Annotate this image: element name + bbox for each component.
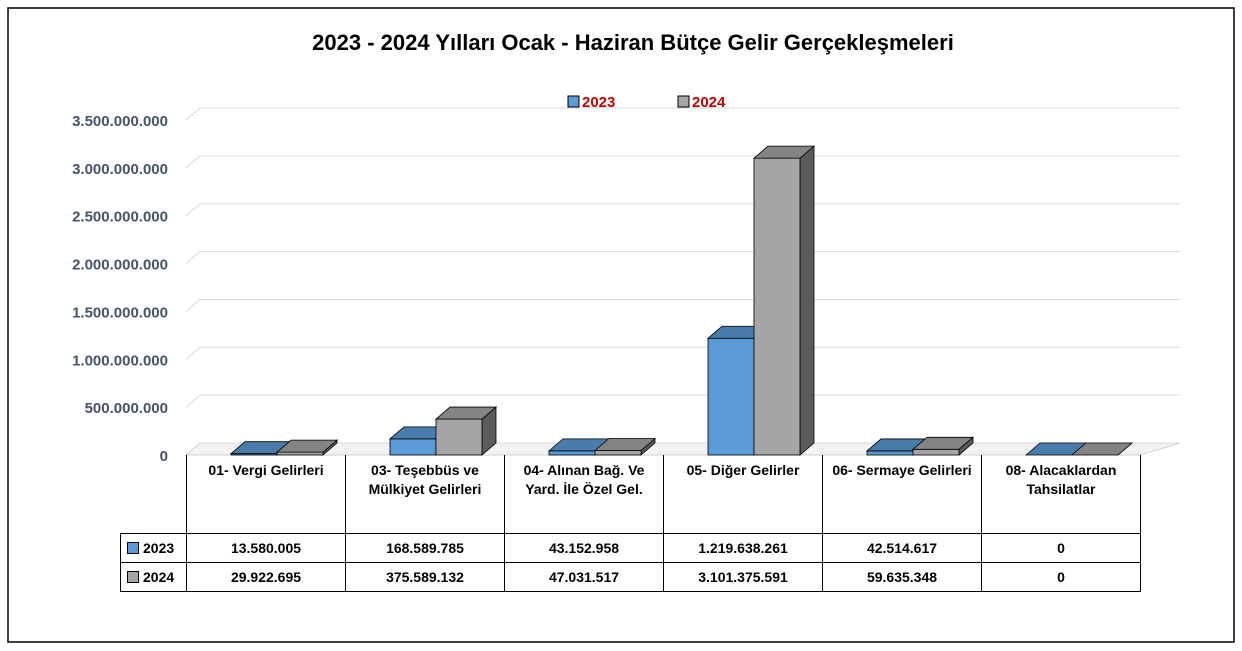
table-value: 29.922.695 [186, 562, 346, 592]
category-label: 05- Diğer Gelirler [663, 455, 823, 534]
table-swatch [127, 542, 139, 554]
category-label: 06- Sermaye Gelirleri [822, 455, 982, 534]
table-value: 3.101.375.591 [663, 562, 823, 592]
table-value: 168.589.785 [345, 533, 505, 563]
bar [593, 437, 657, 456]
y-tick-label: 500.000.000 [85, 400, 168, 417]
category-label: 08- Alacaklardan Tahsilatlar [981, 455, 1141, 534]
frame [7, 7, 1235, 643]
grid-line [185, 394, 1180, 408]
table-value: 375.589.132 [345, 562, 505, 592]
table-value: 59.635.348 [822, 562, 982, 592]
table-series-key: 2023 [120, 533, 187, 563]
grid-line [185, 298, 1180, 312]
bar [752, 145, 816, 456]
table-series-key: 2024 [120, 562, 187, 592]
legend-swatch [567, 95, 580, 108]
legend-label: 2024 [692, 94, 726, 111]
y-tick-label: 1.000.000.000 [72, 352, 168, 369]
table-swatch [127, 571, 139, 583]
table-value: 47.031.517 [504, 562, 664, 592]
bar-top [275, 439, 339, 453]
table-value: 0 [981, 562, 1141, 592]
table-value: 13.580.005 [186, 533, 346, 563]
table-value: 0 [981, 533, 1141, 563]
grid-line [185, 155, 1180, 169]
bar [1070, 442, 1134, 456]
grid-line [185, 346, 1180, 360]
bar-top [911, 436, 975, 450]
bar-top [1070, 442, 1134, 456]
bar-side [799, 145, 815, 456]
table-series-name: 2024 [143, 568, 175, 585]
bar-top [593, 438, 657, 451]
category-label: 03- Teşebbüs ve Mülkiyet Gelirleri [345, 455, 505, 534]
grid-line [185, 107, 1180, 121]
y-tick-label: 0 [160, 448, 168, 465]
bar [706, 325, 770, 456]
table-value: 43.152.958 [504, 533, 664, 563]
category-label: 04- Alınan Bağ. Ve Yard. İle Özel Gel. [504, 455, 664, 534]
table-series-name: 2023 [143, 539, 175, 556]
category-label: 01- Vergi Gelirleri [186, 455, 346, 534]
grid-line [185, 251, 1180, 264]
bar [911, 436, 975, 456]
bar-front [389, 438, 437, 456]
bar [434, 406, 498, 456]
legend-label: 2023 [582, 94, 615, 111]
bar-front [707, 337, 755, 456]
y-tick-label: 1.500.000.000 [72, 304, 168, 321]
bar-top [434, 406, 498, 420]
bar-top [752, 145, 816, 159]
legend-swatch [677, 95, 690, 108]
y-tick-label: 2.500.000.000 [72, 209, 168, 226]
chart-title: 2023 - 2024 Yılları Ocak - Haziran Bütçe… [312, 30, 954, 55]
table-value: 1.219.638.261 [663, 533, 823, 563]
y-tick-label: 2.000.000.000 [72, 257, 168, 274]
bar [275, 439, 339, 456]
table-value: 42.514.617 [822, 533, 982, 563]
y-tick-label: 3.000.000.000 [72, 161, 168, 178]
y-tick-label: 3.500.000.000 [72, 113, 168, 130]
grid-line [185, 442, 1180, 456]
bar-front [753, 157, 801, 456]
grid-line [185, 203, 1180, 217]
bar-front [435, 418, 483, 456]
